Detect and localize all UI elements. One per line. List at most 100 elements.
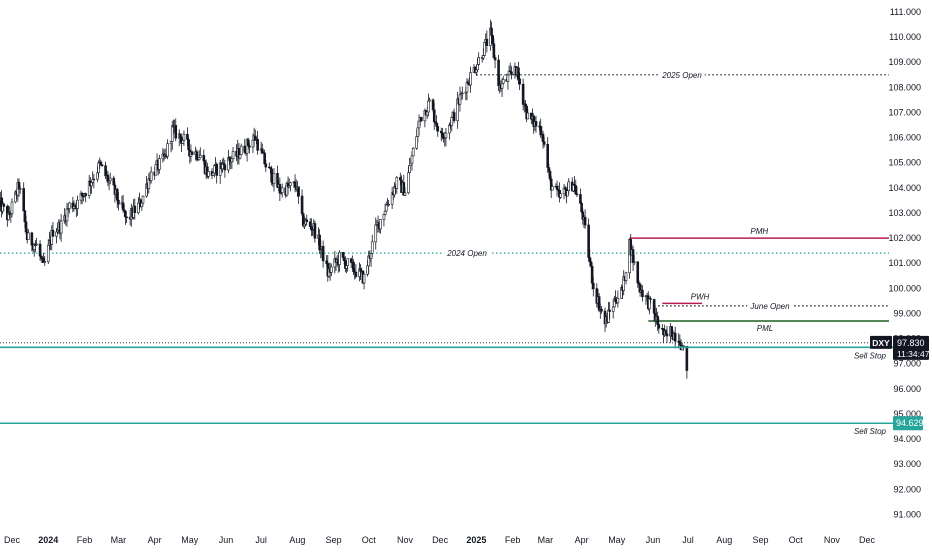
candle-body (36, 244, 38, 245)
candle (301, 189, 303, 216)
candle (72, 197, 74, 212)
candle-body (96, 173, 98, 179)
candle-body (229, 157, 231, 160)
candle (148, 173, 150, 193)
candle (268, 162, 270, 167)
candle-body (85, 194, 87, 196)
candle-body (448, 125, 450, 133)
y-tick-label: 111.000 (890, 7, 921, 17)
x-tick-label: Jun (219, 535, 234, 545)
candle-body (203, 155, 205, 161)
candle-body (279, 184, 281, 193)
candle (199, 147, 201, 158)
candle (383, 214, 385, 227)
price-axis[interactable]: 91.00092.00093.00094.00095.00096.00097.0… (888, 7, 921, 519)
candle (461, 87, 463, 100)
candle (679, 335, 681, 347)
candle-body (264, 153, 266, 164)
candle (216, 162, 218, 183)
x-tick-label: Oct (789, 535, 804, 545)
candle-body (491, 28, 493, 35)
candle (466, 78, 468, 100)
candle (451, 116, 453, 132)
candle (116, 188, 118, 208)
candle-body (493, 44, 495, 58)
x-tick-label: Apr (148, 535, 162, 545)
candle (107, 171, 109, 186)
candle-body (436, 123, 438, 126)
candle-body (137, 203, 139, 213)
candle (167, 139, 169, 159)
candle-body (232, 151, 234, 158)
candle-body (314, 224, 316, 239)
y-tick-label: 94.000 (893, 434, 921, 444)
candle (170, 141, 172, 153)
candle-body (247, 140, 249, 146)
candle-body (142, 196, 144, 203)
candle (508, 65, 510, 75)
candle-body (399, 178, 401, 180)
candle-body (207, 171, 209, 176)
x-tick-label: Aug (716, 535, 732, 545)
candle (310, 218, 312, 236)
candle-body (412, 148, 414, 156)
candle-body (363, 274, 365, 283)
candle-body (330, 267, 332, 272)
x-tick-label: Dec (432, 535, 449, 545)
x-tick-label: Nov (824, 535, 841, 545)
candle (181, 136, 183, 152)
candle-body (44, 262, 46, 263)
candle-body (665, 331, 667, 334)
level-label-pmh: PMH (750, 227, 768, 236)
candle-body (124, 211, 126, 217)
candle-body (81, 193, 83, 196)
candle-body (510, 72, 512, 75)
candle-body (179, 134, 181, 138)
candle-body (101, 165, 103, 166)
candle (261, 144, 263, 153)
candle-body (584, 217, 586, 225)
candle-body (213, 166, 215, 173)
candle-body (648, 299, 650, 309)
x-tick-label: May (608, 535, 626, 545)
candle-body (549, 171, 551, 179)
candle-body (598, 297, 600, 311)
x-tick-label: Sep (326, 535, 342, 545)
candle-body (98, 163, 100, 173)
candle-body (671, 326, 673, 336)
candle-body (265, 164, 267, 167)
candle-body (461, 93, 463, 94)
candle (298, 187, 300, 204)
candle-body (519, 79, 521, 84)
candle-body (426, 112, 428, 115)
candle-body (581, 203, 583, 211)
candle-body (482, 56, 484, 59)
candle-body (441, 133, 443, 137)
candle-body (91, 182, 93, 185)
candle (330, 264, 332, 277)
candle (113, 176, 115, 186)
candle-body (116, 189, 118, 200)
candle-body (579, 194, 581, 203)
candle-body (543, 142, 545, 145)
candle-body (527, 113, 529, 119)
candle (347, 258, 349, 271)
candle-body (404, 193, 406, 196)
candle (191, 151, 193, 156)
candle-body (478, 58, 480, 65)
x-tick-label: Aug (289, 535, 305, 545)
candle-body (109, 178, 111, 181)
candle (510, 66, 512, 79)
symbol-tag: DXY (872, 338, 890, 348)
candle (484, 42, 486, 56)
candle-body (576, 194, 578, 195)
candle-body (437, 126, 439, 131)
candle (620, 285, 622, 299)
candle-body (666, 334, 668, 336)
candle (674, 327, 676, 349)
candle (542, 131, 544, 149)
candle-body (100, 162, 102, 165)
